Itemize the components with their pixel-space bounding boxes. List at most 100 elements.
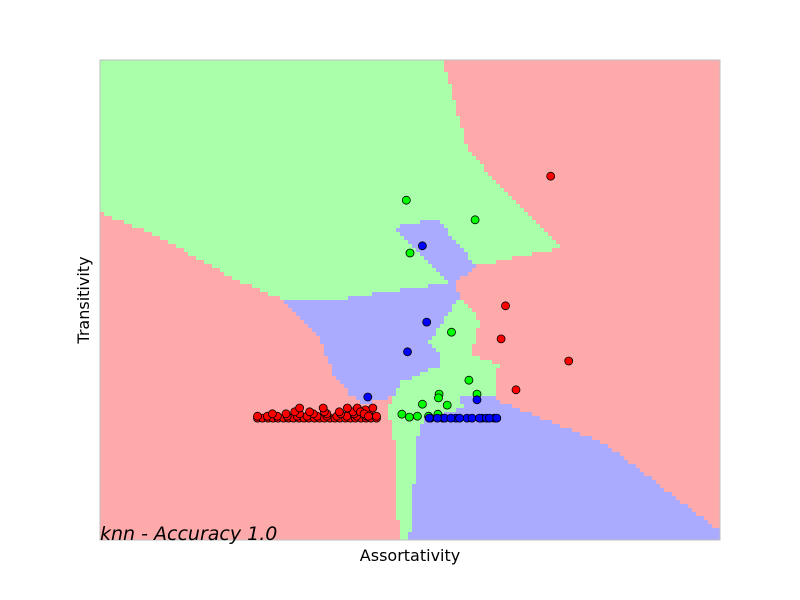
scatter-point (342, 403, 352, 413)
scatter-point (472, 395, 482, 405)
decision-region-cell (552, 420, 720, 424)
decision-region-cell (100, 124, 460, 128)
decision-region-cell (448, 280, 456, 284)
decision-region-cell (100, 376, 336, 380)
decision-region-cell (556, 240, 720, 244)
scatter-point (432, 413, 442, 423)
decision-region-cell (100, 372, 332, 376)
decision-region-cell (464, 404, 512, 408)
decision-region-cell (520, 408, 720, 412)
decision-region-cell (100, 472, 396, 476)
decision-region-cell (396, 512, 412, 516)
decision-region-cell (636, 464, 720, 468)
decision-region-cell (388, 408, 456, 412)
decision-region-cell (464, 300, 720, 304)
decision-region-cell (328, 356, 440, 360)
decision-region-cell (620, 452, 720, 456)
decision-region-cell (532, 252, 720, 256)
decision-region-cell (416, 448, 612, 452)
decision-region-cell (456, 408, 520, 412)
scatter-point (424, 413, 434, 423)
scatter-point (405, 248, 415, 258)
decision-region-cell (396, 508, 412, 512)
decision-region-cell (456, 112, 720, 116)
decision-region-cell (100, 396, 356, 400)
decision-region-cell (692, 508, 720, 512)
decision-region-cell (100, 492, 396, 496)
scatter-point (253, 411, 262, 421)
decision-region-cell (408, 532, 720, 536)
decision-region-cell (100, 76, 448, 80)
decision-region-cell (496, 380, 720, 384)
decision-region-cell (496, 376, 720, 380)
scatter-point (397, 409, 407, 419)
decision-region-cell (488, 172, 720, 176)
decision-region-cell (512, 196, 720, 200)
decision-region-cell (428, 260, 472, 264)
decision-region-cell (396, 484, 412, 488)
decision-region-cell (436, 332, 476, 336)
decision-region-cell (100, 260, 204, 264)
decision-region-cell (392, 420, 424, 424)
decision-region-cell (460, 244, 560, 248)
decision-region-cell (712, 524, 720, 528)
decision-region-cell (100, 120, 460, 124)
decision-region-cell (100, 224, 132, 228)
decision-region-cell (100, 404, 388, 408)
decision-region-cell (420, 372, 496, 376)
decision-region-cell (396, 500, 412, 504)
decision-region-cell (316, 332, 436, 336)
decision-region-cell (572, 428, 720, 432)
decision-region-cell (100, 228, 144, 232)
decision-region-cell (336, 376, 412, 380)
decision-region-cell (100, 256, 196, 260)
decision-region-cell (100, 348, 324, 352)
decision-region-cell (532, 412, 720, 416)
decision-region-cell (324, 348, 436, 352)
decision-region-cell (396, 392, 496, 396)
decision-region-cell (220, 268, 436, 272)
decision-region-cell (416, 436, 592, 440)
decision-region-cell (292, 308, 452, 312)
scatter-point (434, 393, 443, 403)
decision-region-cell (100, 468, 396, 472)
decision-region-cell (400, 532, 408, 536)
decision-region-cell (424, 256, 468, 260)
scatter-point (295, 403, 305, 413)
decision-region-cell (284, 300, 456, 304)
scatter-point (455, 413, 465, 423)
scatter-point (412, 411, 422, 421)
decision-region-cell (416, 452, 620, 456)
decision-region-cell (408, 240, 456, 244)
decision-region-cell (476, 336, 720, 340)
decision-region-cell (444, 60, 720, 64)
decision-region-cell (656, 480, 720, 484)
decision-region-cell (444, 224, 540, 228)
decision-region-cell (480, 324, 720, 328)
decision-region-cell (100, 132, 464, 136)
decision-region-cell (592, 436, 720, 440)
decision-region-cell (528, 212, 720, 216)
decision-region-cell (420, 252, 468, 256)
decision-region-cell (412, 524, 712, 528)
decision-region-cell (472, 344, 720, 348)
decision-region-cell (400, 528, 412, 532)
decision-region-cell (440, 272, 468, 276)
decision-region-cell (240, 280, 448, 284)
decision-region-cell (100, 416, 388, 420)
decision-region-cell (100, 184, 500, 188)
decision-region-cell (448, 228, 544, 232)
decision-region-cell (444, 320, 480, 324)
decision-region-cell (320, 336, 432, 340)
decision-region-cell (448, 76, 720, 80)
decision-region-cell (100, 208, 524, 212)
decision-region-cell (452, 88, 720, 92)
decision-region-cell (348, 388, 396, 392)
scatter-point (501, 301, 510, 311)
decision-region-cell (100, 244, 176, 248)
decision-region-cell (412, 512, 696, 516)
decision-region-cell (516, 200, 720, 204)
decision-region-cell (496, 388, 720, 392)
decision-region-cell (416, 472, 644, 476)
decision-region-cell (100, 432, 392, 436)
